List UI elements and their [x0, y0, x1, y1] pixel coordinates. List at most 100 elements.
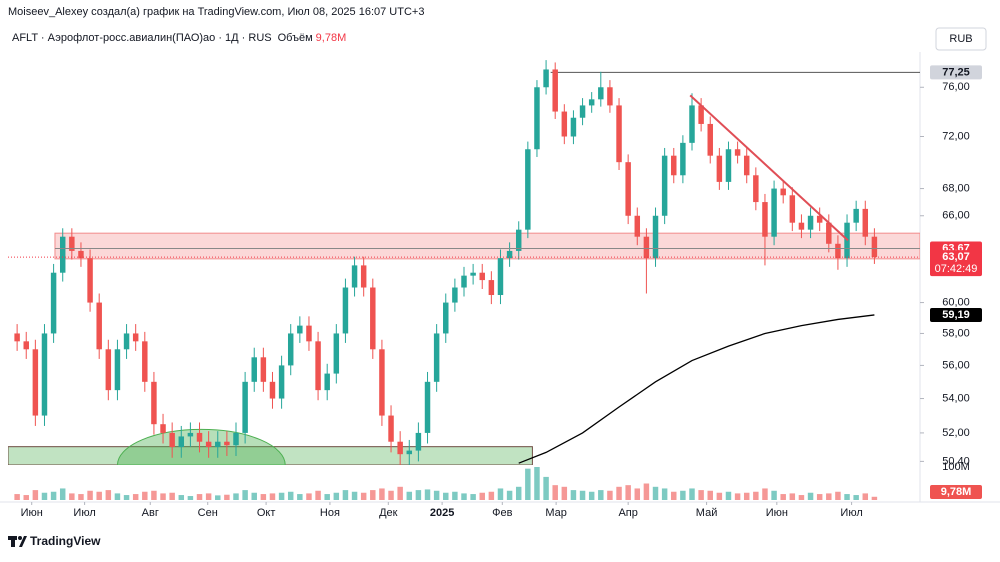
volume-bar	[634, 488, 641, 500]
volume-bar	[598, 490, 604, 500]
x-tick-label: Ноя	[320, 507, 340, 519]
volume-bar	[552, 485, 558, 500]
candle-body	[525, 149, 531, 230]
volume-bar	[32, 490, 39, 500]
candle-body	[132, 333, 139, 342]
volume-bar	[534, 467, 540, 500]
volume-bar	[50, 491, 57, 500]
volume-label: 9,78M	[941, 486, 972, 498]
volume-bar	[351, 491, 358, 500]
candle-body	[324, 373, 330, 391]
candle-body	[652, 215, 659, 259]
currency[interactable]: RUB	[949, 33, 972, 45]
volume-bar	[798, 495, 805, 500]
volume-bar	[661, 488, 668, 500]
candle-body	[461, 275, 467, 288]
candle-body	[634, 215, 641, 237]
price-countdown: 07:42:49	[935, 263, 978, 275]
volume-bar	[306, 493, 312, 500]
volume-bar	[370, 490, 376, 500]
volume-bar	[251, 492, 257, 500]
candle-body	[215, 441, 221, 448]
candle-body	[260, 357, 267, 382]
volume-bar	[561, 486, 568, 500]
candle-body	[515, 229, 522, 251]
volume-bar	[707, 490, 713, 500]
volume-bar	[479, 492, 485, 500]
candle-body	[160, 424, 166, 433]
candle-body	[488, 280, 495, 296]
candle-body	[807, 215, 814, 230]
volume-bar	[196, 494, 203, 500]
candle-body	[32, 349, 39, 416]
candle-body	[351, 265, 358, 288]
volume-bar	[543, 476, 549, 500]
volume-bar	[41, 492, 48, 500]
candle-body	[543, 69, 549, 88]
volume-bar	[725, 491, 732, 500]
candle-body	[151, 381, 157, 425]
candle-body	[342, 287, 349, 334]
candle-body	[698, 105, 704, 124]
volume-bar	[734, 493, 741, 500]
price-label: 59,19	[942, 309, 970, 321]
volume-bar	[278, 492, 285, 500]
candle-body	[826, 222, 832, 244]
volume-bar	[433, 490, 440, 500]
volume-bar	[324, 494, 330, 500]
y-tick-label: 68,00	[942, 182, 970, 194]
volume-bar	[680, 490, 686, 500]
x-tick-label: Апр	[618, 507, 637, 519]
volume-bar	[826, 493, 832, 500]
candle-body	[205, 441, 212, 448]
volume-bar	[461, 493, 467, 500]
volume-bar	[342, 490, 349, 500]
volume-label-box	[930, 485, 982, 499]
volume-bar	[142, 491, 148, 500]
volume-bar	[497, 488, 504, 500]
volume-bar	[652, 486, 659, 500]
header: Moiseev_Alexey создал(а) график на Tradi…	[8, 6, 424, 18]
volume-bar	[625, 485, 631, 500]
candle-body	[14, 333, 20, 342]
footer-logo: TradingView	[30, 534, 101, 548]
volume-bar	[689, 488, 695, 500]
candle-body	[771, 188, 777, 237]
candle-body	[23, 341, 29, 350]
volume-bar	[315, 490, 321, 500]
volume-bar	[506, 490, 513, 500]
currency-button[interactable]	[935, 27, 987, 51]
volume-value: 9,78M	[316, 32, 347, 44]
volume-bar	[87, 490, 93, 500]
candle-body	[561, 111, 568, 137]
candle-body	[598, 87, 604, 100]
volume-bar	[515, 486, 522, 500]
y-tick-label: 66,00	[942, 210, 970, 222]
volume-bar	[205, 493, 212, 500]
candle-body	[506, 250, 513, 259]
candle-body	[835, 243, 841, 259]
x-tick-label: Июн	[21, 507, 43, 519]
candle-body	[187, 432, 194, 437]
candle-body	[315, 341, 321, 391]
volume-bar	[570, 490, 577, 500]
candle-body	[297, 325, 303, 334]
volume-bar	[616, 486, 622, 500]
volume-bar	[114, 493, 121, 500]
candle-body	[625, 162, 631, 216]
candle-body	[50, 272, 57, 334]
volume-bar	[816, 494, 823, 500]
candle-body	[789, 195, 796, 223]
candle-body	[360, 265, 367, 288]
volume-bar	[607, 490, 613, 500]
candle-body	[689, 105, 695, 143]
volume-bar	[716, 492, 723, 500]
price-label-box	[930, 250, 982, 277]
candle-body	[816, 215, 823, 223]
candle-body	[78, 250, 84, 259]
volume-bar	[789, 493, 796, 500]
candle-body	[178, 436, 185, 448]
volume-bar	[443, 492, 449, 500]
price-label: 77,25	[942, 66, 970, 78]
volume-bar	[415, 490, 422, 500]
